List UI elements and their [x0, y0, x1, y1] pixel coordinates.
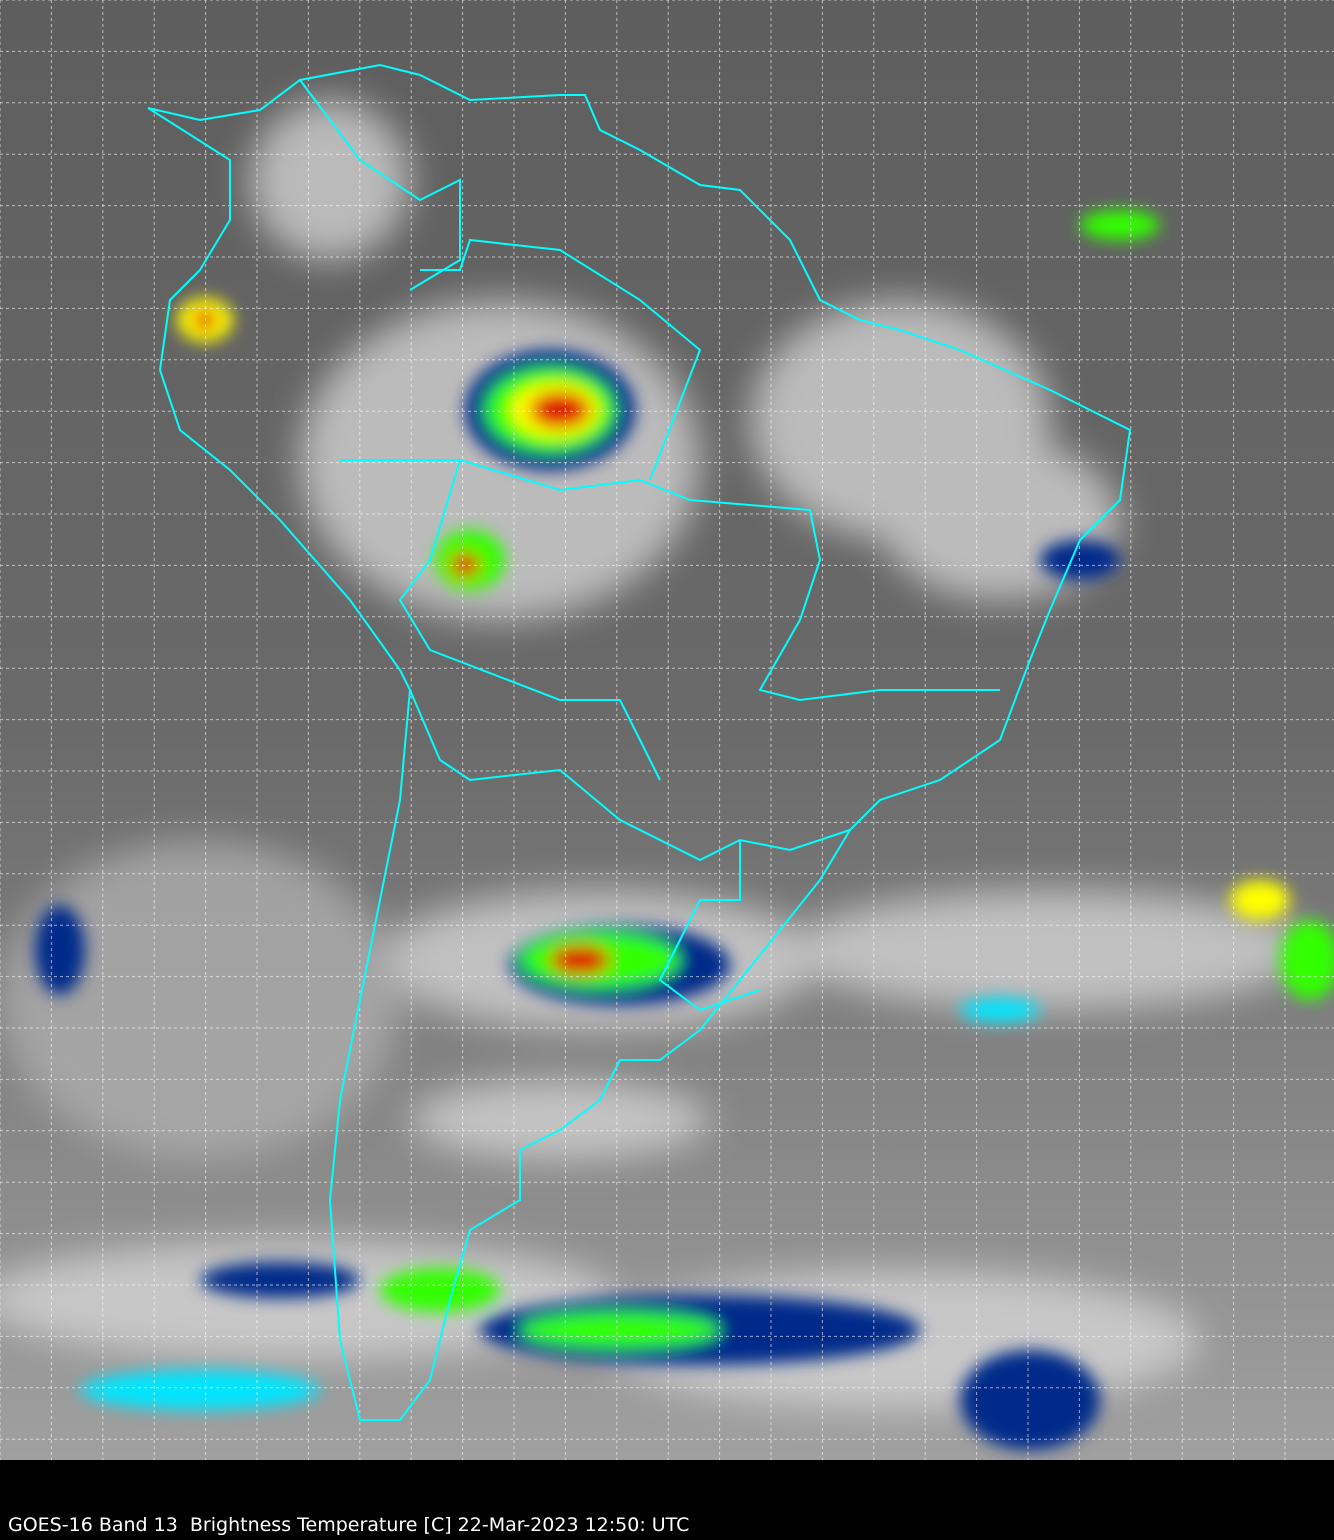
country-borders: [147, 63, 1132, 1421]
cold-cloud-tops: [35, 210, 1334, 1450]
image-caption: GOES-16 Band 13 Brightness Temperature […: [8, 1514, 690, 1536]
imagery-background: [0, 0, 1334, 1460]
satellite-map: [0, 0, 1334, 1460]
